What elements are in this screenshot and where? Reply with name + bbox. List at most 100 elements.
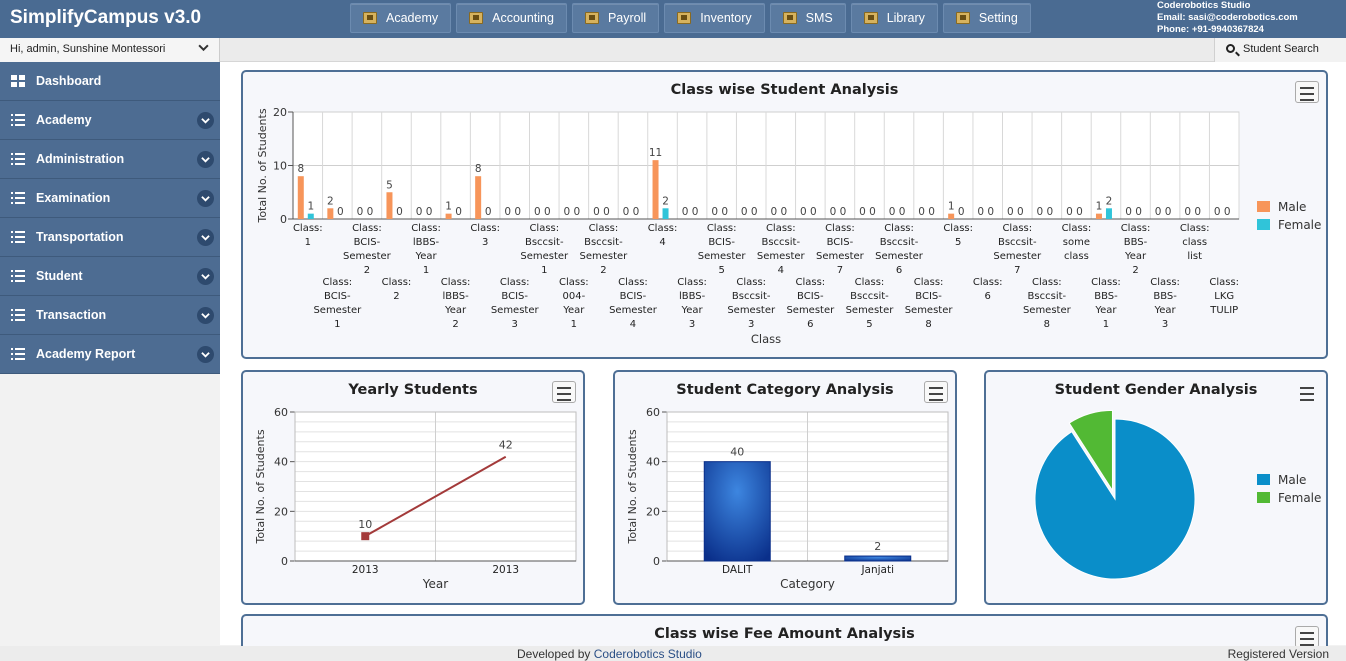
- nav-library[interactable]: Library: [850, 3, 938, 33]
- nav-payroll[interactable]: Payroll: [571, 3, 660, 33]
- tick-label-y: 0: [280, 213, 287, 226]
- sidebar-item-examination[interactable]: Examination: [0, 179, 220, 218]
- bar-male: [386, 192, 393, 219]
- nav-accounting[interactable]: Accounting: [456, 3, 567, 33]
- module-icon: [863, 12, 878, 24]
- list-icon: [11, 192, 25, 204]
- chart-menu-button[interactable]: [1295, 81, 1319, 103]
- data-label: 0: [840, 206, 847, 218]
- category-label: Class:: [559, 277, 589, 288]
- data-label: 0: [426, 206, 433, 218]
- data-label: 0: [1135, 206, 1142, 218]
- data-label: 0: [623, 206, 630, 218]
- list-icon: [11, 348, 25, 360]
- chart-menu-button[interactable]: [924, 381, 948, 403]
- tick-label-y: 10: [273, 160, 287, 173]
- expand-icon[interactable]: [197, 112, 214, 129]
- yearly-students-chart: 0 20 40 60 10 42 2013 2013 Year Total No. of Stud…: [254, 406, 577, 591]
- data-label: 0: [455, 206, 462, 218]
- module-icon: [782, 12, 797, 24]
- category-label: BBS-: [1094, 291, 1118, 302]
- chart-menu-button[interactable]: [1295, 381, 1319, 403]
- expand-icon[interactable]: [197, 151, 214, 168]
- data-label: 0: [928, 206, 935, 218]
- tick-label-y: 0: [281, 555, 288, 568]
- data-label: 0: [830, 206, 837, 218]
- expand-icon[interactable]: [197, 229, 214, 246]
- tick-label-y: 60: [646, 406, 660, 419]
- chevron-down-icon: [198, 42, 209, 56]
- dashboard-grid-icon: [11, 75, 25, 87]
- expand-icon[interactable]: [197, 346, 214, 363]
- category-label: 1: [1103, 319, 1109, 330]
- student-category-panel: Student Category Analysis 0 20 40 60 40 DALIT…: [613, 370, 957, 605]
- data-label: 0: [633, 206, 640, 218]
- data-label: 0: [800, 206, 807, 218]
- category-label: Class:: [796, 277, 826, 288]
- panel-title: Class wise Student Analysis: [670, 82, 899, 98]
- bar-male: [652, 160, 659, 219]
- legend-label: Male: [1278, 473, 1306, 487]
- student-search-button[interactable]: Student Search: [1214, 38, 1346, 62]
- category-label: class: [1182, 237, 1207, 248]
- category-label: Class:: [736, 277, 766, 288]
- data-label: 0: [514, 206, 521, 218]
- sidebar-item-dashboard[interactable]: Dashboard: [0, 62, 220, 101]
- expand-icon[interactable]: [197, 190, 214, 207]
- user-menu[interactable]: Hi, admin, Sunshine Montessori: [0, 38, 220, 62]
- data-label: 0: [603, 206, 610, 218]
- category-label: Semester: [993, 251, 1042, 262]
- category-label: 2: [600, 265, 606, 276]
- list-icon: [11, 309, 25, 321]
- data-label: 0: [869, 206, 876, 218]
- category-label: Class:: [529, 223, 559, 234]
- sidebar-item-transportation[interactable]: Transportation: [0, 218, 220, 257]
- data-label: 0: [987, 206, 994, 218]
- data-label: 0: [564, 206, 571, 218]
- tick-label-y: 0: [653, 555, 660, 568]
- category-label: Class:: [1180, 223, 1210, 234]
- expand-icon[interactable]: [197, 307, 214, 324]
- category-label: class: [1064, 251, 1089, 262]
- tick-label-y: 40: [646, 456, 660, 469]
- bar-male: [1095, 213, 1102, 219]
- nav-sms[interactable]: SMS: [769, 3, 846, 33]
- sidebar-item-transaction[interactable]: Transaction: [0, 296, 220, 335]
- expand-icon[interactable]: [197, 268, 214, 285]
- data-label: 40: [730, 446, 744, 459]
- data-label: 0: [1125, 206, 1132, 218]
- data-label: 8: [475, 163, 482, 175]
- legend-swatch: [1257, 219, 1270, 230]
- module-icon: [469, 12, 484, 24]
- sidebar-item-student[interactable]: Student: [0, 257, 220, 296]
- sidebar-item-academy-report[interactable]: Academy Report: [0, 335, 220, 374]
- nav-inventory[interactable]: Inventory: [664, 3, 765, 33]
- category-label: BCIS-: [620, 291, 647, 302]
- developer-link[interactable]: Coderobotics Studio: [593, 647, 702, 661]
- list-icon: [11, 114, 25, 126]
- category-label: Semester: [875, 251, 924, 262]
- bar: [844, 555, 912, 562]
- data-label: 0: [958, 206, 965, 218]
- y-axis-title: Total No. of Students: [626, 429, 639, 544]
- bar-male: [327, 208, 334, 219]
- sidebar-item-label: Academy: [36, 113, 92, 127]
- sidebar-item-label: Administration: [36, 152, 125, 166]
- legend-label: Male: [1278, 200, 1306, 214]
- legend-swatch: [1257, 492, 1270, 503]
- bar-male: [948, 213, 955, 219]
- sidebar-item-administration[interactable]: Administration: [0, 140, 220, 179]
- category-label: Semester: [1023, 305, 1072, 316]
- chart-menu-button[interactable]: [552, 381, 576, 403]
- category-label: Class:: [943, 223, 973, 234]
- top-bar: SimplifyCampus v3.0 Academy Accounting P…: [0, 0, 1346, 38]
- chart-menu-button[interactable]: [1295, 626, 1319, 648]
- nav-setting[interactable]: Setting: [942, 3, 1031, 33]
- category-label: 5: [718, 265, 724, 276]
- data-label: 0: [1194, 206, 1201, 218]
- contact-phone: Phone: +91-9940367824: [1157, 24, 1264, 35]
- nav-academy[interactable]: Academy: [350, 3, 452, 33]
- data-label: 1: [307, 201, 314, 213]
- data-label: 1: [1096, 201, 1103, 213]
- sidebar-item-academy[interactable]: Academy: [0, 101, 220, 140]
